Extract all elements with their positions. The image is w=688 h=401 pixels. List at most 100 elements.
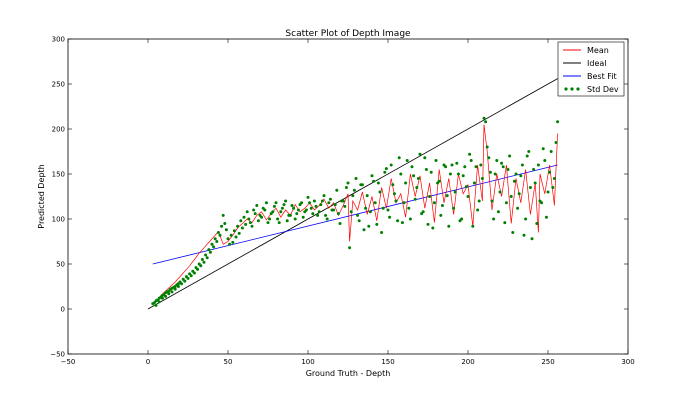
data-point-std-dev [372, 179, 376, 183]
data-point-std-dev [229, 233, 233, 237]
x-tick-label: 150 [381, 358, 394, 366]
data-point-std-dev [458, 219, 462, 223]
data-point-std-dev [492, 217, 496, 221]
data-point-std-dev [192, 271, 196, 275]
data-point-std-dev [365, 194, 369, 198]
data-point-std-dev [301, 215, 305, 219]
data-point-std-dev [160, 296, 164, 300]
data-point-std-dev [199, 264, 203, 268]
data-point-std-dev [514, 172, 518, 176]
data-point-std-dev [356, 213, 360, 217]
data-point-std-dev [388, 215, 392, 219]
data-point-std-dev [215, 240, 219, 243]
data-point-std-dev [154, 303, 158, 307]
data-point-std-dev [268, 217, 272, 221]
data-point-std-dev [276, 217, 280, 221]
data-point-std-dev [224, 228, 228, 232]
data-point-std-dev [290, 204, 294, 207]
data-point-std-dev [293, 217, 297, 221]
data-point-std-dev [428, 195, 432, 198]
data-point-std-dev [220, 224, 224, 228]
data-point-std-dev [245, 210, 249, 214]
data-point-std-dev [480, 177, 484, 180]
data-point-std-dev [472, 181, 476, 185]
data-point-std-dev [487, 156, 491, 160]
data-point-std-dev [439, 213, 443, 217]
legend-dot [564, 87, 568, 91]
data-point-std-dev [239, 219, 243, 223]
data-point-std-dev [311, 212, 315, 216]
data-point-std-dev [231, 240, 235, 244]
x-tick-label: 200 [461, 358, 474, 366]
data-point-std-dev [516, 206, 520, 210]
data-point-std-dev [266, 221, 270, 225]
data-point-std-dev [527, 150, 531, 153]
legend-dot [570, 87, 574, 91]
data-point-std-dev [404, 181, 408, 185]
data-point-std-dev [320, 199, 324, 203]
data-point-std-dev [216, 231, 220, 234]
data-point-std-dev [440, 204, 444, 207]
axis-ticks: −50−50 0 0 50 50 100 100 150 150 200 200 250 250 300 3… [50, 36, 634, 367]
data-point-std-dev [535, 222, 539, 225]
data-point-std-dev [431, 226, 435, 230]
data-point-std-dev [426, 222, 430, 226]
data-point-std-dev [468, 152, 472, 156]
data-point-std-dev [256, 219, 260, 223]
data-point-std-dev [455, 161, 459, 165]
data-point-std-dev [263, 208, 267, 212]
data-point-std-dev [295, 212, 299, 216]
data-point-std-dev [402, 201, 406, 205]
data-point-std-dev [463, 165, 467, 169]
data-point-std-dev [279, 210, 283, 214]
data-point-std-dev [269, 212, 273, 216]
data-point-std-dev [466, 195, 470, 198]
data-point-std-dev [232, 229, 236, 233]
data-point-std-dev [501, 165, 505, 169]
x-tick-label: 250 [541, 358, 554, 366]
data-point-std-dev [354, 177, 358, 180]
data-point-std-dev [552, 177, 556, 180]
data-point-std-dev [237, 231, 241, 235]
data-point-std-dev [208, 250, 212, 254]
data-point-std-dev [306, 195, 310, 199]
data-point-std-dev [205, 256, 209, 260]
data-point-std-dev [338, 222, 342, 225]
data-point-std-dev [500, 161, 504, 165]
data-point-std-dev [408, 217, 412, 221]
data-point-std-dev [469, 159, 473, 162]
data-point-std-dev [508, 154, 512, 158]
data-point-std-dev [536, 163, 540, 167]
data-point-std-dev [348, 246, 352, 250]
data-point-std-dev [277, 221, 281, 225]
data-point-std-dev [551, 186, 555, 189]
y-tick-label: 0 [61, 306, 65, 314]
data-point-std-dev [503, 221, 507, 225]
data-point-std-dev [546, 190, 550, 194]
data-point-std-dev [223, 222, 227, 225]
y-tick-label: 150 [52, 171, 65, 179]
data-point-std-dev [484, 120, 488, 124]
data-point-std-dev [343, 204, 347, 208]
data-point-std-dev [380, 231, 384, 234]
data-point-std-dev [285, 219, 289, 223]
data-point-std-dev [447, 224, 451, 228]
data-point-std-dev [471, 224, 475, 228]
y-axis-title: Predicted Depth [37, 164, 46, 228]
data-point-std-dev [255, 204, 259, 207]
data-point-std-dev [392, 192, 396, 196]
data-point-std-dev [250, 224, 254, 228]
legend-box [557, 41, 625, 97]
data-point-std-dev [157, 300, 161, 304]
data-point-std-dev [413, 197, 417, 201]
data-point-std-dev [543, 159, 547, 162]
data-point-std-dev [384, 167, 388, 171]
data-point-std-dev [308, 201, 312, 205]
data-point-std-dev [530, 237, 534, 241]
data-point-std-dev [410, 165, 414, 169]
data-point-std-dev [340, 199, 344, 203]
data-point-std-dev [424, 168, 428, 171]
data-point-std-dev [442, 163, 446, 167]
data-point-std-dev [509, 195, 513, 198]
